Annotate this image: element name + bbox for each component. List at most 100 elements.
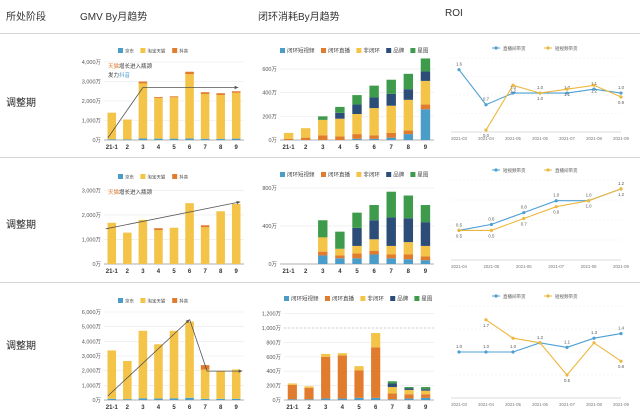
legend-label: 闭环直播 [328, 171, 351, 179]
x-tick-label: 2021-08 [586, 402, 602, 407]
bar-segment [154, 230, 163, 264]
bar-segment [123, 232, 132, 264]
legend-swatch [386, 172, 392, 177]
bar-segment [216, 93, 225, 95]
bar-segment [371, 333, 381, 348]
y-tick-label: 3,000万 [82, 187, 102, 194]
y-tick-label: 0万 [268, 261, 277, 268]
annotation-body: 增长进入瓶颈 [119, 188, 153, 196]
bar-segment [335, 112, 345, 119]
bar-segment [337, 398, 347, 400]
legend-swatch [172, 298, 178, 303]
x-tick-label: 21-1 [283, 145, 296, 151]
legend-label: 淘宝天猫 [147, 174, 165, 181]
x-tick-label: 4 [341, 405, 345, 411]
y-tick-label: 6,000万 [82, 309, 102, 316]
data-point [489, 228, 493, 232]
bar-segment [154, 398, 163, 400]
x-tick-label: 2021-06 [516, 264, 532, 269]
bar-segment [386, 258, 396, 264]
data-label: 0.9 [618, 100, 625, 105]
x-tick-label: 2021-04 [478, 136, 494, 141]
bar-segment [335, 258, 345, 264]
series-line [485, 84, 622, 131]
legend-label: 抖音 [179, 298, 188, 305]
bar-segment [420, 58, 431, 72]
x-tick-label: 6 [188, 405, 192, 411]
bar-segment [216, 211, 225, 264]
bar-segment [200, 227, 210, 264]
roi-chart-row2: 短视频带货 直播间带货 2021-04 2021-05 2021-06 2021-07 20… [451, 167, 629, 269]
x-tick-label: 2021-09 [613, 136, 629, 141]
closed-loop-chart-row2: 闭环短视频 闭环直播 非闭环 品牌 星图 0万 400万 800万 21-1 2 3 4 5 6 7 8 9 [262, 171, 434, 275]
x-tick-label: 6 [374, 405, 378, 411]
trend-arrow [107, 87, 239, 139]
data-label: 1.0 [564, 85, 571, 90]
bar-segment [185, 71, 194, 75]
bar-segment [369, 97, 379, 109]
annotation-body-2: 发力 [108, 71, 119, 79]
bar-segment [169, 227, 179, 264]
y-tick-label: 2,000万 [82, 212, 102, 219]
legend-label: 京东 [125, 298, 134, 305]
data-point [592, 336, 596, 340]
x-tick-label: 2021-03 [451, 402, 467, 407]
x-tick-label: 3 [321, 269, 325, 275]
y-tick-label: 800万 [262, 185, 277, 192]
x-tick-label: 6 [372, 269, 376, 275]
data-point [484, 128, 488, 132]
data-label: 1.6 [456, 62, 463, 67]
x-tick-label: 5 [172, 269, 176, 275]
y-tick-label: 4,000万 [82, 59, 102, 66]
legend-swatch [414, 296, 420, 301]
x-tick-label: 4 [338, 145, 342, 151]
bar-segment [386, 191, 396, 218]
legend-swatch [172, 174, 178, 179]
y-tick-label: 1,000万 [262, 325, 282, 332]
bar-segment [420, 245, 431, 257]
x-tick-label: 5 [172, 405, 176, 411]
bar-segment [318, 135, 328, 140]
legend-label: 星图 [417, 47, 429, 55]
legend-swatch [172, 48, 178, 53]
x-tick-label: 21-1 [286, 405, 299, 411]
x-tick-label: 2021-05 [505, 402, 521, 407]
bar-segment [335, 231, 345, 249]
x-tick-label: 9 [235, 145, 239, 151]
bar-segment [403, 89, 414, 100]
bar-segment [420, 256, 431, 261]
data-point [457, 350, 461, 354]
bar-segment [369, 85, 379, 98]
x-tick-label: 9 [235, 405, 239, 411]
data-point [619, 91, 623, 95]
data-point [511, 350, 515, 354]
bar-segment [200, 365, 210, 370]
legend-label: 短视频带货 [503, 167, 526, 174]
x-tick-label: 9 [424, 269, 428, 275]
x-tick-label: 21-1 [283, 269, 296, 275]
x-tick-label: 7 [390, 145, 394, 151]
y-tick-label: 0万 [268, 137, 277, 144]
legend-label: 闭环短视频 [291, 295, 319, 303]
legend-marker [546, 294, 550, 298]
bar-segment [352, 212, 362, 228]
legend-label: 星图 [417, 171, 429, 179]
legend-label: 闭环直播 [332, 295, 355, 303]
x-tick-label: 2 [126, 269, 130, 275]
legend-label: 闭环短视频 [287, 47, 315, 55]
legend-label: 短视频带货 [555, 293, 578, 300]
x-tick-label: 2021-05 [505, 136, 521, 141]
y-tick-label: 1,200万 [262, 311, 282, 318]
annotation-highlight: 天猫 [108, 188, 120, 196]
x-tick-label: 2 [304, 145, 308, 151]
bar-segment [404, 387, 414, 389]
bar-segment [169, 330, 179, 399]
x-tick-label: 7 [203, 145, 207, 151]
bar-segment [371, 397, 381, 400]
data-label: 1.0 [537, 85, 544, 90]
x-tick-label: 2 [304, 269, 308, 275]
bar-segment [420, 80, 431, 105]
bar-segment [420, 109, 431, 140]
legend-label: 非闭环 [363, 47, 380, 55]
data-label: 0.5 [456, 233, 463, 238]
